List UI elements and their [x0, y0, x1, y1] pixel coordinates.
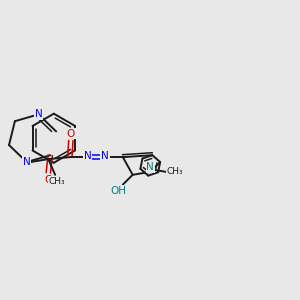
Text: N: N	[34, 110, 42, 119]
Text: N: N	[146, 162, 154, 172]
Text: OH: OH	[110, 185, 126, 196]
Text: O: O	[44, 175, 52, 185]
Text: N: N	[101, 151, 109, 161]
Text: N: N	[23, 157, 31, 167]
Text: N: N	[84, 151, 92, 161]
Text: O: O	[67, 129, 75, 139]
Text: CH₃: CH₃	[49, 177, 65, 186]
Text: CH₃: CH₃	[167, 167, 183, 176]
